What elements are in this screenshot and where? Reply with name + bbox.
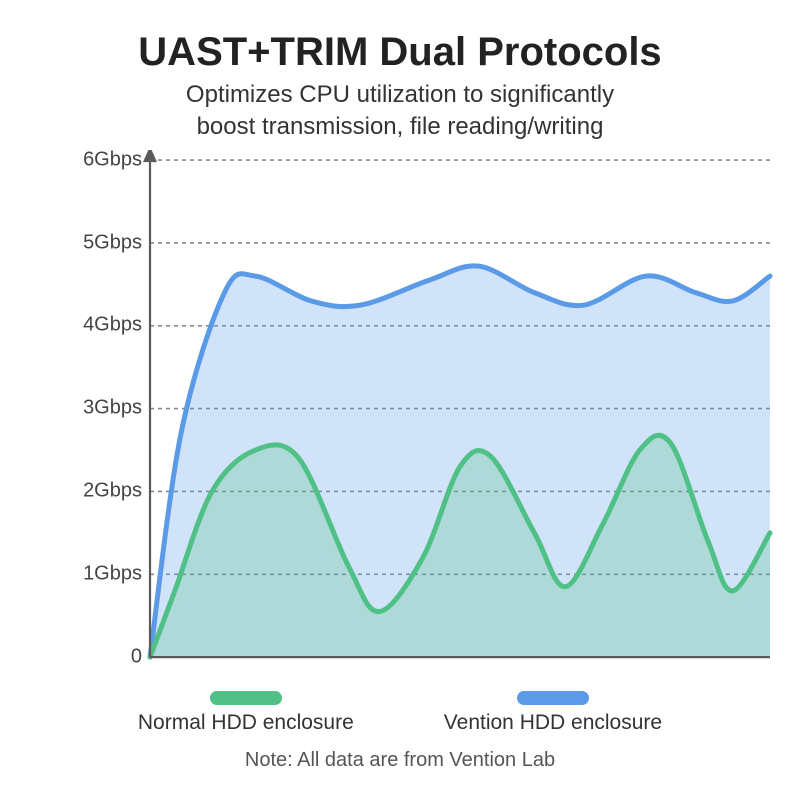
y-tick-label: 1Gbps xyxy=(83,562,142,585)
title: UAST+TRIM Dual Protocols xyxy=(20,30,780,75)
chart-area: 0 1Gbps 2Gbps 3Gbps 4Gbps 5Gbps 6Gbps xyxy=(20,150,780,687)
subtitle-line-1: Optimizes CPU utilization to significant… xyxy=(186,81,614,108)
legend-swatch-vention xyxy=(517,691,589,705)
legend-item-normal: Normal HDD enclosure xyxy=(138,691,354,735)
subtitle: Optimizes CPU utilization to significant… xyxy=(20,79,780,144)
legend-label-vention: Vention HDD enclosure xyxy=(444,711,662,735)
legend-swatch-normal xyxy=(210,691,282,705)
subtitle-line-2: boost transmission, file reading/writing xyxy=(197,113,604,140)
footnote: Note: All data are from Vention Lab xyxy=(20,749,780,772)
y-tick-label: 4Gbps xyxy=(83,314,142,337)
y-tick-label: 0 xyxy=(131,645,142,668)
legend-label-normal: Normal HDD enclosure xyxy=(138,711,354,735)
legend: Normal HDD enclosure Vention HDD enclosu… xyxy=(20,691,780,735)
legend-item-vention: Vention HDD enclosure xyxy=(444,691,662,735)
y-tick-label: 2Gbps xyxy=(83,480,142,503)
y-tick-label: 6Gbps xyxy=(83,148,142,171)
y-tick-label: 5Gbps xyxy=(83,231,142,254)
y-axis-arrow-icon xyxy=(143,150,157,162)
y-tick-label: 3Gbps xyxy=(83,397,142,420)
